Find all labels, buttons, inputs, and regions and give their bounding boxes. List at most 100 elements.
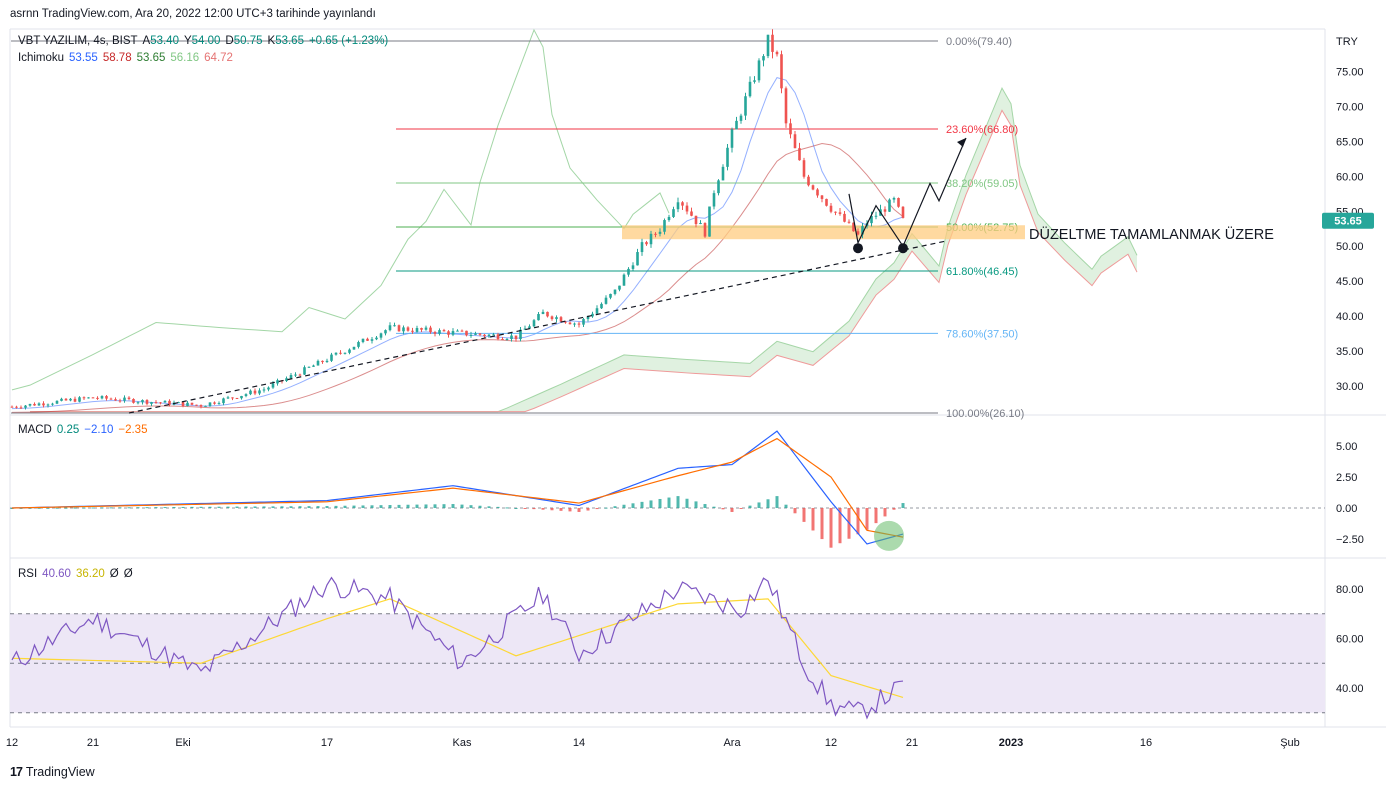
candle-body (163, 400, 167, 403)
low-value: 50.75 (233, 35, 263, 47)
candle-body (604, 297, 608, 304)
candle-body (757, 60, 761, 81)
rsi-ma-value: 36.20 (75, 568, 105, 580)
macd-histogram-bar (514, 508, 518, 509)
rsi-label[interactable]: RSI (18, 568, 38, 580)
macd-histogram-bar (532, 508, 536, 510)
macd-histogram-bar (469, 505, 473, 508)
candle-body (766, 34, 770, 57)
macd-histogram-bar (631, 503, 635, 508)
ichimoku-chikou (11, 28, 670, 391)
candle-body (847, 221, 851, 223)
candle-body (694, 215, 698, 225)
price-axis-tick: 75.00 (1336, 67, 1364, 79)
macd-histogram-bar (496, 506, 500, 508)
candle-body (37, 403, 41, 406)
candle-body (420, 328, 423, 330)
candle-body (717, 180, 720, 194)
macd-histogram-bar (577, 508, 581, 512)
candle-body (762, 56, 765, 61)
macd-histogram-bar (64, 507, 68, 509)
high-value: 54.00 (191, 35, 221, 47)
candle-body (379, 333, 383, 338)
candle-body (528, 326, 531, 329)
macd-histogram-bar (37, 507, 41, 509)
rsi-line (11, 576, 904, 720)
price-axis-tick: 45.00 (1336, 276, 1364, 288)
price-axis-tick: 65.00 (1336, 137, 1364, 149)
candle-body (366, 338, 369, 341)
candle-body (798, 148, 801, 161)
price-axis-tick: 35.00 (1336, 346, 1364, 358)
candle-body (312, 365, 315, 367)
macd-histogram-bar (388, 505, 392, 508)
candle-body (60, 398, 63, 401)
candle-body (42, 403, 45, 406)
candle-body (618, 285, 621, 290)
symbol-label[interactable]: VBT YAZILIM, 4s, BIST (18, 35, 138, 47)
candle-body (150, 402, 153, 404)
candle-body (793, 134, 797, 149)
candle-body (424, 327, 428, 330)
macd-histogram-bar (424, 504, 428, 508)
macd-histogram-bar (505, 507, 509, 509)
candle-body (154, 402, 158, 404)
candle-body (820, 195, 824, 199)
macd-histogram-bar (46, 507, 50, 509)
candle-body (613, 289, 617, 294)
candle-body (78, 397, 81, 402)
tradingview-brand[interactable]: 17 TradingView (10, 765, 95, 779)
macd-histogram-bar (739, 508, 743, 509)
open-value: 53.40 (150, 35, 179, 47)
candle-body (451, 331, 455, 335)
ichimoku-cloud (30, 88, 1137, 412)
macd-label[interactable]: MACD (18, 424, 52, 436)
time-axis-tick: Ara (723, 737, 741, 749)
candle-body (838, 212, 842, 214)
candle-body (829, 205, 833, 212)
candle-body (834, 211, 837, 213)
fib-level-label: 0.00%(79.40) (946, 36, 1012, 48)
candle-body (564, 321, 567, 323)
price-legend: VBT YAZILIM, 4s, BIST A53.40 Y54.00 D50.75 K… (18, 35, 393, 47)
candle-body (708, 206, 711, 237)
rsi-axis-tick: 40.00 (1336, 683, 1364, 695)
candle-body (442, 330, 446, 332)
candle-body (271, 383, 275, 388)
macd-histogram-bar (343, 505, 347, 508)
candle-body (361, 338, 365, 343)
candle-body (429, 327, 432, 333)
change-value: +0.65 (+1.23%) (308, 35, 389, 47)
ichimoku-tenkan-value: 53.55 (69, 52, 98, 64)
candle-body (519, 329, 522, 340)
candle-body (681, 202, 684, 206)
candle-body (51, 403, 54, 405)
macd-histogram-group (10, 496, 905, 548)
time-axis-tick: Şub (1280, 737, 1300, 749)
macd-histogram-bar (829, 508, 833, 548)
candle-body (46, 404, 50, 406)
macd-histogram-bar (352, 505, 356, 508)
candle-body (370, 339, 374, 341)
candle-body (514, 335, 518, 340)
ichimoku-span-a-value: 56.16 (170, 52, 200, 64)
macd-histogram-bar (640, 501, 644, 508)
candle-body (730, 129, 734, 148)
candle-body (478, 333, 482, 335)
macd-histogram-bar (163, 507, 167, 509)
candle-body (15, 406, 18, 408)
candle-body (73, 398, 77, 402)
candle-body (240, 395, 243, 399)
candle-body (856, 231, 860, 235)
ichimoku-label[interactable]: Ichimoku (18, 52, 65, 64)
macd-histogram-bar (685, 498, 689, 508)
time-axis-tick: 16 (1140, 737, 1152, 749)
fib-level-label: 61.80%(46.45) (946, 266, 1018, 278)
macd-histogram-bar (109, 507, 113, 509)
annotation-text[interactable]: DÜZELTME TAMAMLANMAK ÜZERE (1029, 225, 1274, 243)
candle-body (595, 308, 599, 314)
ichimoku-kijun-value: 58.78 (102, 52, 132, 64)
macd-axis-tick: 0.00 (1336, 503, 1357, 515)
candle-body (685, 205, 689, 212)
